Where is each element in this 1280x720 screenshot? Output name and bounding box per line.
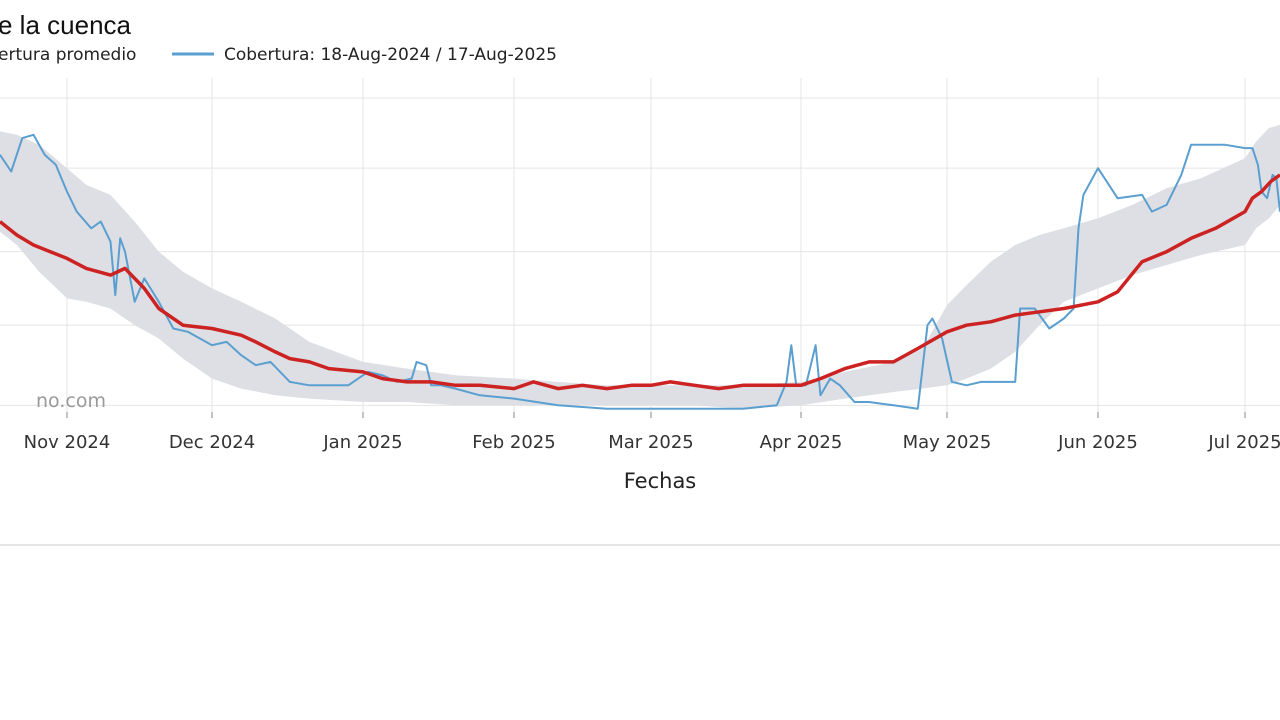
x-tick-label-3: Feb 2025: [472, 432, 555, 453]
series-line-average: [0, 173, 1280, 391]
x-tick-label-8: Jul 2025: [1207, 432, 1280, 453]
range-band: [0, 124, 1280, 409]
legend: ertura promedio Cobertura: 18-Aug-2024 /…: [0, 45, 557, 65]
chart-title: e la cuenca: [0, 10, 132, 40]
x-tick-label-4: Mar 2025: [608, 432, 694, 453]
x-tick-label-2: Jan 2025: [322, 432, 402, 453]
x-tick-label-1: Dec 2024: [169, 432, 255, 453]
x-tick-labels: Nov 2024 Dec 2024 Jan 2025 Feb 2025 Mar 2025…: [24, 412, 1280, 453]
x-tick-label-5: Apr 2025: [760, 432, 843, 453]
x-tick-label-6: May 2025: [903, 432, 992, 453]
series-layer: [0, 133, 1280, 410]
x-tick-label-0: Nov 2024: [24, 432, 111, 453]
legend-label-coverage: Cobertura: 18-Aug-2024 / 17-Aug-2025: [224, 45, 557, 65]
legend-label-average: ertura promedio: [0, 45, 136, 65]
watermark: no.com: [36, 390, 106, 412]
x-axis-label: Fechas: [624, 469, 697, 493]
divider: [0, 544, 1280, 546]
range-band-layer: [0, 124, 1280, 409]
x-tick-label-7: Jun 2025: [1057, 432, 1138, 453]
